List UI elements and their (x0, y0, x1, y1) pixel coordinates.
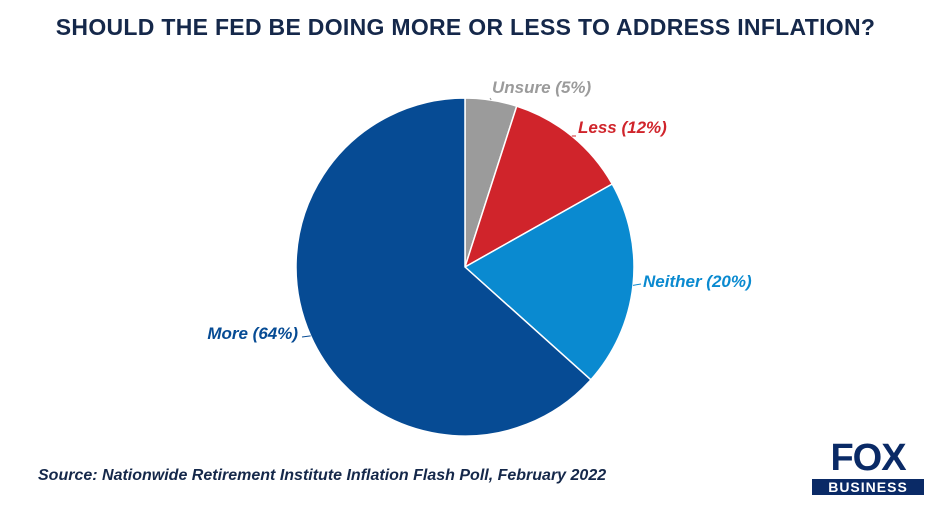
leader-line-3 (632, 283, 642, 286)
fox-business-logo: FOX BUSINESS (812, 437, 924, 498)
slice-label-3: Neither (20%) (643, 272, 752, 291)
source-note: Source: Nationwide Retirement Institute … (38, 467, 607, 484)
label-leaders (301, 97, 642, 338)
pie-slice-4 (295, 97, 592, 437)
logo-bottom-text: BUSINESS (812, 479, 924, 495)
chart-title: SHOULD THE FED BE DOING MORE OR LESS TO … (55, 14, 876, 40)
leader-line-4 (301, 335, 311, 338)
slice-label-2: Less (12%) (578, 118, 667, 137)
logo-top-text: FOX (830, 437, 906, 479)
slice-labels: Unsure (5%) Less (12%) Neither (20%) More (… (207, 78, 752, 343)
leader-line-1 (489, 97, 492, 101)
pie-slices (295, 97, 635, 437)
slice-label-1: Unsure (5%) (492, 78, 592, 97)
slice-label-4: More (64%) (207, 324, 298, 343)
